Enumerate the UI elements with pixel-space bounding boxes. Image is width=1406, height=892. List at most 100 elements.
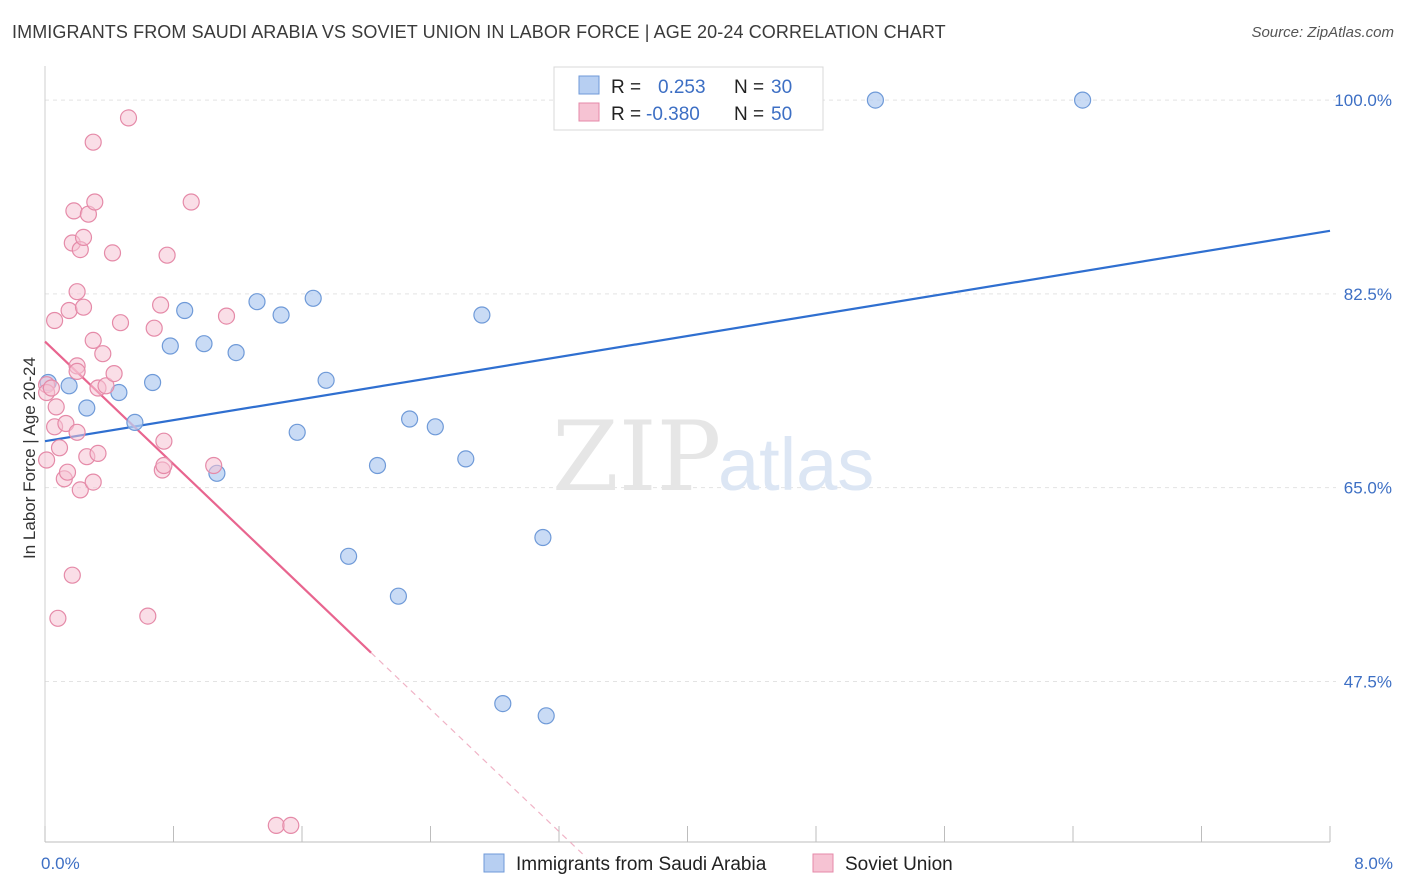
legend-n-value-saudi: 30 xyxy=(771,77,792,98)
soviet-point-49 xyxy=(282,816,300,835)
x-tick-label-0: 0.0% xyxy=(41,854,80,873)
source-label: Source: ZipAtlas.com xyxy=(1251,24,1394,41)
soviet-point-18 xyxy=(68,283,86,301)
soviet-point-26 xyxy=(84,133,102,151)
trend-lines xyxy=(44,229,1331,858)
saudi-point-13 xyxy=(288,423,306,441)
bottom-legend-swatch-soviet xyxy=(812,853,834,873)
x-tick-label-1: 8.0% xyxy=(1354,854,1393,873)
legend-swatch-soviet xyxy=(578,102,600,122)
saudi-point-19 xyxy=(401,410,419,428)
y-tick-label-3: 47.5% xyxy=(1344,672,1392,691)
soviet-point-17 xyxy=(68,362,86,380)
soviet-point-45 xyxy=(182,193,200,211)
watermark: ZIP atlas xyxy=(552,401,874,513)
soviet-point-29 xyxy=(86,193,104,211)
saudi-point-22 xyxy=(473,306,491,324)
soviet-point-46 xyxy=(205,456,223,475)
data-points xyxy=(37,91,1092,835)
bottom-legend-swatch-saudi xyxy=(483,853,505,873)
x-tick-labels: 0.0% 8.0% xyxy=(41,854,1393,873)
top-legend: R = 0.253 N = 30 R = -0.380 N = 50 xyxy=(553,66,824,131)
soviet-point-7 xyxy=(49,609,67,627)
soviet-point-41 xyxy=(155,432,173,450)
trend-line-soviet-extension xyxy=(370,652,587,858)
legend-r-value-soviet: -0.380 xyxy=(646,104,700,125)
saudi-point-25 xyxy=(534,528,552,547)
soviet-point-36 xyxy=(111,314,130,332)
bottom-legend: Immigrants from Saudi Arabia Soviet Unio… xyxy=(483,853,953,875)
y-tick-label-0: 100.0% xyxy=(1334,91,1392,110)
soviet-point-38 xyxy=(139,607,157,625)
y-tick-label-1: 82.5% xyxy=(1344,285,1392,304)
soviet-point-23 xyxy=(74,228,93,246)
soviet-point-28 xyxy=(84,473,102,491)
saudi-point-27 xyxy=(866,91,885,109)
chart-title: IMMIGRANTS FROM SAUDI ARABIA VS SOVIET U… xyxy=(12,22,946,42)
soviet-point-47 xyxy=(217,307,236,325)
gridlines xyxy=(45,99,1336,682)
saudi-point-28 xyxy=(1073,91,1092,109)
saudi-point-2 xyxy=(78,399,96,417)
soviet-point-15 xyxy=(65,202,83,220)
soviet-point-11 xyxy=(58,463,77,481)
soviet-point-4 xyxy=(45,311,64,330)
watermark-zip: ZIP xyxy=(552,401,721,513)
saudi-point-1 xyxy=(60,377,78,395)
bottom-legend-label-saudi: Immigrants from Saudi Arabia xyxy=(516,854,767,875)
saudi-point-14 xyxy=(304,289,322,307)
soviet-point-44 xyxy=(158,246,176,264)
bottom-legend-label-soviet: Soviet Union xyxy=(845,854,953,875)
soviet-point-35 xyxy=(105,365,123,383)
legend-r-label-saudi: R = xyxy=(611,77,641,98)
soviet-point-13 xyxy=(63,566,81,584)
soviet-point-6 xyxy=(47,398,65,416)
soviet-point-33 xyxy=(97,377,115,395)
saudi-point-15 xyxy=(317,371,335,389)
saudi-point-16 xyxy=(340,547,358,565)
saudi-point-17 xyxy=(368,456,387,475)
saudi-point-5 xyxy=(144,373,162,392)
legend-swatch-saudi xyxy=(578,75,600,95)
saudi-point-12 xyxy=(272,306,290,324)
soviet-point-20 xyxy=(71,481,89,499)
saudi-point-4 xyxy=(126,413,144,431)
y-tick-label-2: 65.0% xyxy=(1344,479,1392,498)
soviet-point-48 xyxy=(267,816,285,835)
trend-line-saudi xyxy=(44,229,1331,443)
soviet-point-30 xyxy=(89,444,107,462)
saudi-point-8 xyxy=(195,335,213,353)
soviet-point-12 xyxy=(60,301,78,320)
soviet-point-8 xyxy=(50,439,69,457)
series-1 xyxy=(37,109,300,835)
saudi-point-18 xyxy=(389,587,407,605)
soviet-point-10 xyxy=(57,414,75,433)
soviet-point-37 xyxy=(119,109,138,127)
soviet-point-3 xyxy=(42,379,61,397)
soviet-point-32 xyxy=(94,345,112,363)
saudi-point-24 xyxy=(537,707,555,725)
saudi-point-7 xyxy=(176,301,194,320)
soviet-point-39 xyxy=(145,319,163,337)
saudi-point-21 xyxy=(457,450,475,468)
legend-r-value-saudi: 0.253 xyxy=(658,77,706,98)
soviet-point-22 xyxy=(74,298,93,316)
y-axis-label: In Labor Force | Age 20-24 xyxy=(20,357,39,559)
soviet-point-27 xyxy=(84,331,102,349)
soviet-point-19 xyxy=(68,423,86,441)
y-tick-labels: 100.0% 82.5% 65.0% 47.5% xyxy=(1334,91,1392,691)
watermark-atlas: atlas xyxy=(718,423,874,506)
soviet-point-34 xyxy=(103,244,122,262)
soviet-point-2 xyxy=(37,451,56,469)
legend-n-label-soviet: N = xyxy=(734,104,764,125)
legend-n-value-soviet: 50 xyxy=(771,104,792,125)
legend-r-label-soviet: R = xyxy=(611,104,641,125)
saudi-point-20 xyxy=(426,418,444,436)
soviet-point-43 xyxy=(155,456,173,475)
soviet-point-40 xyxy=(152,296,170,314)
saudi-point-6 xyxy=(161,337,179,355)
saudi-point-23 xyxy=(494,694,512,713)
saudi-point-11 xyxy=(248,293,266,311)
saudi-point-10 xyxy=(227,344,245,362)
